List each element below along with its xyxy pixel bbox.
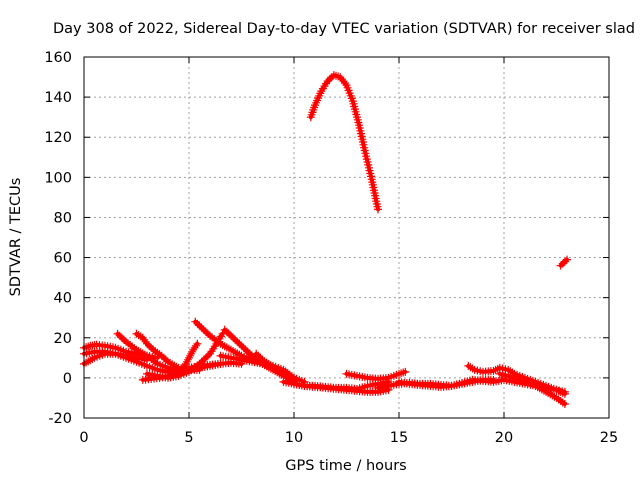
- y-tick-label: 0: [63, 371, 72, 387]
- chart-title: Day 308 of 2022, Sidereal Day-to-day VTE…: [53, 21, 635, 37]
- y-tick-label: 80: [54, 210, 72, 226]
- x-tick-label: 10: [285, 430, 303, 446]
- y-tick-label: 120: [44, 130, 72, 146]
- y-axis-label: SDTVAR / TECUs: [8, 178, 24, 297]
- y-tick-label: 140: [44, 90, 72, 106]
- x-tick-label: 5: [184, 430, 193, 446]
- series-s20: [556, 255, 571, 270]
- x-tick-label: 15: [390, 430, 408, 446]
- y-tick-label: 40: [54, 291, 72, 307]
- plot-frame: [83, 56, 610, 419]
- y-tick-label: 20: [54, 331, 72, 347]
- series-markers: [495, 369, 569, 408]
- x-axis-label: GPS time / hours: [285, 458, 406, 474]
- series-markers: [306, 71, 382, 214]
- data-layer: [80, 71, 571, 408]
- series-markers: [342, 367, 410, 383]
- tick-layer: 0 5 10 15 20 25 -20 0 20 40 60 80 100 120 140 160: [44, 50, 618, 446]
- y-tick-label: 60: [54, 251, 72, 267]
- series-markers: [252, 349, 288, 378]
- y-tick-label: 160: [44, 50, 72, 66]
- series-s19: [306, 71, 382, 214]
- series-trace: [558, 257, 569, 268]
- y-tick-label: -20: [48, 411, 72, 427]
- series-s14: [342, 367, 410, 383]
- x-tick-label: 20: [495, 430, 513, 446]
- series-s11: [252, 349, 288, 378]
- series-s13: [290, 379, 393, 396]
- y-tick-label: 100: [44, 170, 72, 186]
- series-markers: [556, 255, 571, 270]
- series-s18: [495, 369, 569, 408]
- x-tick-label: 0: [79, 430, 88, 446]
- x-tick-label: 25: [600, 430, 618, 446]
- series-s7: [143, 329, 227, 382]
